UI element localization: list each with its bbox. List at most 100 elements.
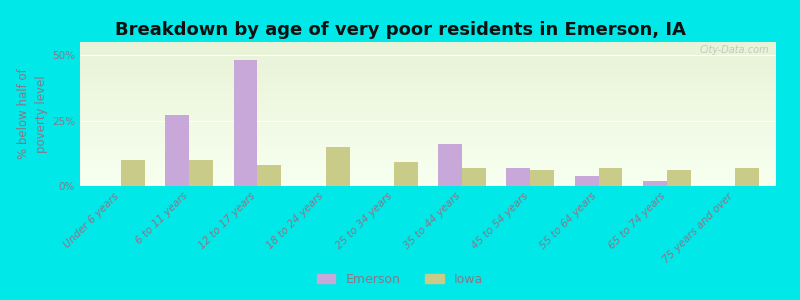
Bar xyxy=(80,152,776,153)
Bar xyxy=(80,145,776,146)
Bar xyxy=(80,146,776,147)
Bar xyxy=(80,45,776,46)
Bar xyxy=(80,185,776,186)
Bar xyxy=(643,181,667,186)
Bar xyxy=(80,169,776,170)
Bar xyxy=(80,162,776,163)
Bar xyxy=(80,91,776,92)
Bar xyxy=(80,168,776,169)
Bar xyxy=(80,149,776,150)
Bar xyxy=(80,73,776,74)
Bar xyxy=(234,60,258,186)
Bar xyxy=(80,180,776,181)
Bar xyxy=(80,63,776,64)
Bar xyxy=(598,168,622,186)
Bar xyxy=(80,172,776,173)
Bar xyxy=(80,102,776,103)
Bar xyxy=(189,160,213,186)
Bar xyxy=(80,94,776,95)
Bar xyxy=(80,95,776,96)
Bar xyxy=(80,87,776,88)
Bar xyxy=(80,75,776,76)
Bar xyxy=(394,162,418,186)
Bar xyxy=(80,113,776,114)
Bar xyxy=(80,142,776,143)
Bar xyxy=(80,98,776,99)
Bar xyxy=(80,136,776,137)
Bar xyxy=(80,72,776,73)
Bar xyxy=(80,64,776,65)
Bar xyxy=(80,111,776,112)
Bar xyxy=(80,139,776,140)
Bar xyxy=(80,107,776,108)
Bar xyxy=(80,51,776,52)
Bar xyxy=(735,168,759,186)
Bar xyxy=(80,82,776,83)
Bar xyxy=(80,182,776,183)
Bar xyxy=(80,160,776,161)
Bar xyxy=(80,90,776,91)
Bar xyxy=(166,115,189,186)
Bar xyxy=(258,165,282,186)
Bar xyxy=(80,44,776,45)
Bar xyxy=(80,42,776,43)
Bar xyxy=(80,54,776,55)
Bar xyxy=(80,169,776,170)
Bar xyxy=(80,150,776,151)
Bar xyxy=(80,171,776,172)
Bar xyxy=(80,62,776,63)
Bar xyxy=(326,147,350,186)
Bar xyxy=(80,47,776,48)
Bar xyxy=(80,68,776,69)
Bar xyxy=(530,170,554,186)
Bar xyxy=(80,158,776,159)
Bar xyxy=(80,79,776,80)
Bar xyxy=(80,86,776,87)
Bar xyxy=(80,52,776,53)
Bar xyxy=(80,60,776,61)
Bar xyxy=(80,143,776,144)
Bar xyxy=(80,184,776,185)
Bar xyxy=(80,137,776,138)
Bar xyxy=(80,49,776,50)
Bar xyxy=(80,153,776,154)
Bar xyxy=(80,71,776,72)
Bar xyxy=(80,132,776,133)
Bar xyxy=(80,99,776,100)
Bar xyxy=(80,179,776,180)
Bar xyxy=(667,170,690,186)
Bar xyxy=(80,147,776,148)
Text: City-Data.com: City-Data.com xyxy=(699,45,769,55)
Bar xyxy=(80,89,776,90)
Bar xyxy=(80,177,776,178)
Bar xyxy=(80,67,776,68)
Bar xyxy=(80,125,776,126)
Bar xyxy=(80,183,776,184)
Bar xyxy=(80,77,776,78)
Bar xyxy=(80,135,776,136)
Bar xyxy=(80,85,776,86)
Bar xyxy=(80,118,776,119)
Bar xyxy=(80,133,776,134)
Bar xyxy=(80,48,776,49)
Bar xyxy=(80,80,776,81)
Bar xyxy=(80,46,776,47)
Bar xyxy=(80,120,776,121)
Bar xyxy=(80,151,776,152)
Bar xyxy=(80,176,776,177)
Y-axis label: % below half of
poverty level: % below half of poverty level xyxy=(17,69,48,159)
Bar xyxy=(80,58,776,59)
Bar xyxy=(80,140,776,141)
Legend: Emerson, Iowa: Emerson, Iowa xyxy=(312,268,488,291)
Bar xyxy=(80,108,776,109)
Bar xyxy=(80,103,776,104)
Bar xyxy=(80,131,776,132)
Text: Breakdown by age of very poor residents in Emerson, IA: Breakdown by age of very poor residents … xyxy=(114,21,686,39)
Bar xyxy=(80,57,776,58)
Bar xyxy=(80,53,776,54)
Bar xyxy=(80,97,776,98)
Bar xyxy=(80,170,776,171)
Bar xyxy=(80,92,776,93)
Bar xyxy=(80,138,776,139)
Bar xyxy=(506,168,530,186)
